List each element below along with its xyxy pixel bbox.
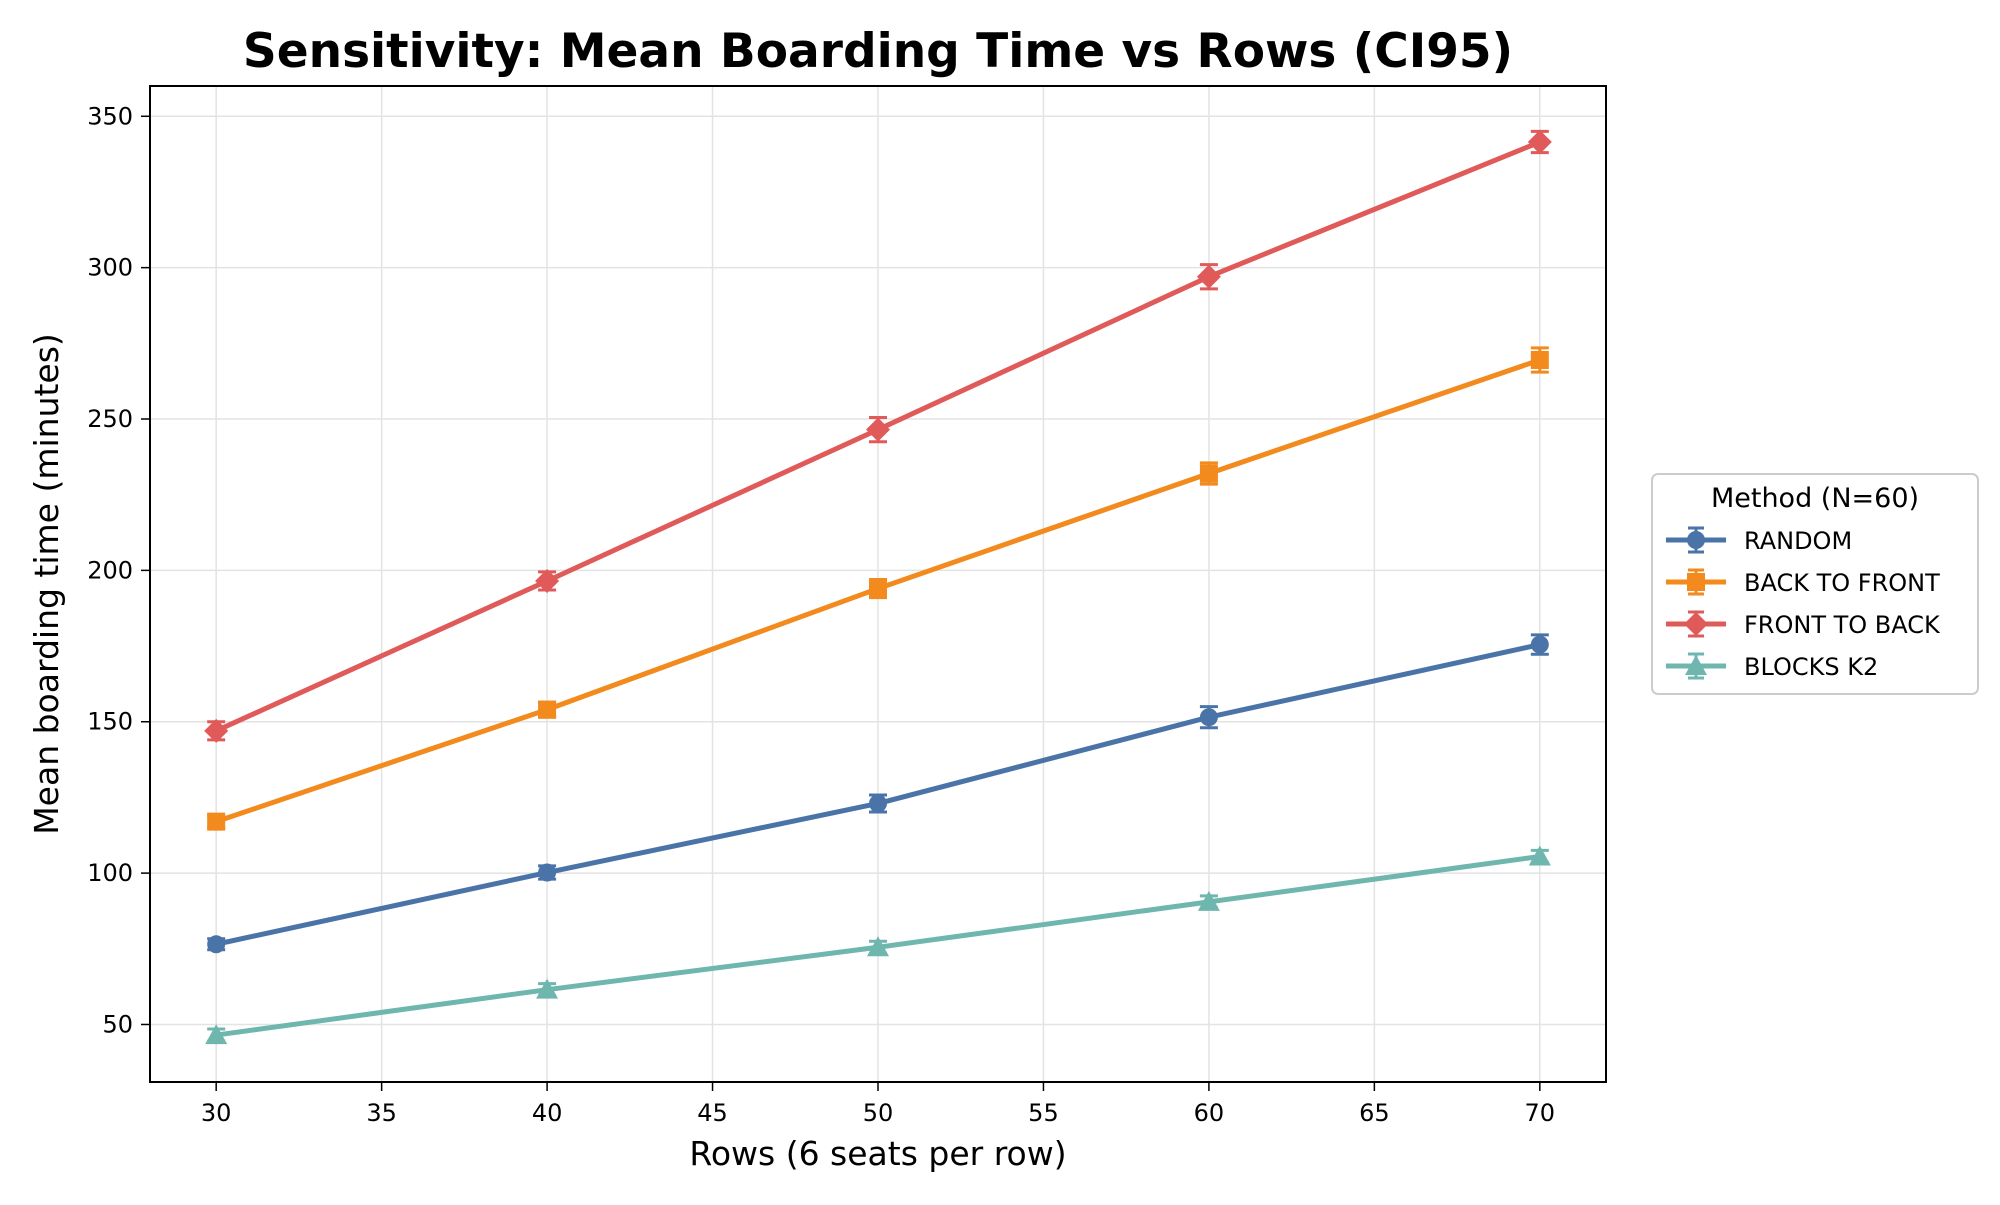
x-tick-label: 60 xyxy=(1194,1099,1225,1127)
data-point xyxy=(1197,890,1220,911)
data-point xyxy=(1527,130,1552,155)
legend-label: BLOCKS K2 xyxy=(1744,653,1878,681)
y-tick-label: 250 xyxy=(87,405,133,433)
data-point xyxy=(207,812,226,831)
data-point xyxy=(1530,635,1549,654)
x-tick-label: 40 xyxy=(532,1099,563,1127)
data-point xyxy=(204,718,229,743)
legend-entries: RANDOM BACK TO FRONT FRONT TO BACK BLOCKS K… xyxy=(1666,526,1941,681)
data-point xyxy=(1530,350,1549,369)
x-tick-label: 55 xyxy=(1028,1099,1059,1127)
y-tick-label: 200 xyxy=(87,556,133,584)
legend-item: RANDOM xyxy=(1666,526,1852,555)
legend-swatch-marker xyxy=(1685,655,1707,675)
legend-title: Method (N=60) xyxy=(1711,483,1919,514)
legend-label: FRONT TO BACK xyxy=(1744,611,1941,639)
chart-title: Sensitivity: Mean Boarding Time vs Rows … xyxy=(243,24,1513,79)
legend-swatch-marker xyxy=(1687,573,1705,591)
x-tick-label: 70 xyxy=(1525,1099,1556,1127)
y-tick-label: 100 xyxy=(87,859,133,887)
legend: Method (N=60) RANDOM BACK TO FRONT FRONT T… xyxy=(1651,473,1979,695)
data-point xyxy=(1199,464,1218,483)
data-point xyxy=(207,935,226,954)
legend-label: RANDOM xyxy=(1744,527,1852,555)
legend-box xyxy=(1651,473,1979,695)
y-tick-label: 350 xyxy=(87,102,133,130)
legend-item: BACK TO FRONT xyxy=(1666,568,1940,597)
legend-label: BACK TO FRONT xyxy=(1744,569,1940,597)
data-point xyxy=(866,417,890,442)
series-blocks-k2 xyxy=(205,845,1551,1045)
y-axis-label: Mean boarding time (minutes) xyxy=(27,333,66,835)
data-point xyxy=(869,794,887,813)
data-point xyxy=(538,863,557,882)
series-random xyxy=(207,633,1549,954)
data-point xyxy=(536,978,559,999)
legend-swatch-marker xyxy=(1687,531,1705,549)
data-point xyxy=(867,936,889,957)
data-point xyxy=(1199,708,1218,727)
data-point xyxy=(1196,264,1221,289)
data-point xyxy=(869,579,887,598)
x-tick-label: 45 xyxy=(697,1099,728,1127)
data-point xyxy=(1528,845,1551,866)
y-tick-label: 300 xyxy=(87,254,133,282)
series-back-to-front xyxy=(207,346,1549,831)
series-front-to-back xyxy=(204,129,1552,743)
y-tick-label: 50 xyxy=(102,1010,133,1038)
x-tick-label: 35 xyxy=(366,1099,397,1127)
legend-item: FRONT TO BACK xyxy=(1666,610,1941,639)
data-point xyxy=(535,568,560,593)
x-axis-label: Rows (6 seats per row) xyxy=(689,1134,1066,1173)
data-point xyxy=(538,700,557,719)
x-tick-label: 50 xyxy=(863,1099,894,1127)
x-tick-label: 30 xyxy=(201,1099,232,1127)
legend-item: BLOCKS K2 xyxy=(1666,652,1878,681)
x-tick-label: 65 xyxy=(1359,1099,1390,1127)
legend-swatch-marker xyxy=(1684,612,1708,636)
axes: 30 35 40 45 50 55 60 65 70 50 100 150 200 250 300 350 xyxy=(87,102,1555,1127)
y-tick-label: 150 xyxy=(87,708,133,736)
data-point xyxy=(205,1024,228,1045)
series-layer xyxy=(204,129,1552,1045)
